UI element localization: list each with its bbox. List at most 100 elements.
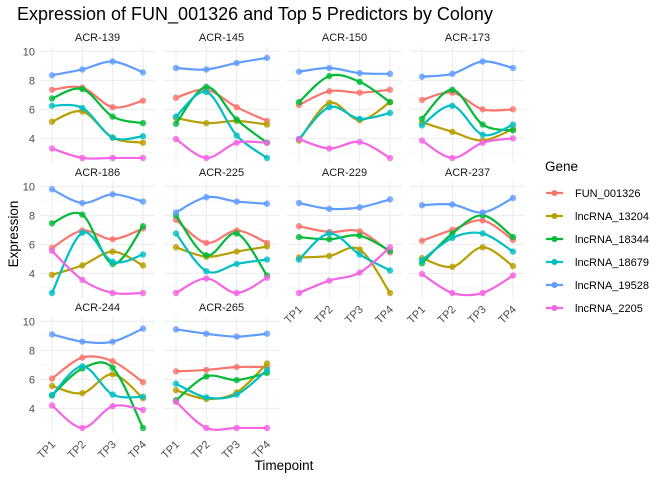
data-point <box>449 70 456 78</box>
data-point <box>79 276 86 284</box>
data-point <box>203 330 210 337</box>
data-point <box>139 406 147 413</box>
series-line-fun_001326 <box>175 218 268 245</box>
data-point <box>79 199 86 207</box>
data-point <box>449 263 456 271</box>
data-point <box>356 89 363 96</box>
data-point <box>79 389 86 397</box>
data-point <box>139 132 147 140</box>
data-point <box>479 106 486 113</box>
series-line-lncrna_18344 <box>298 73 391 104</box>
data-point <box>263 54 271 62</box>
data-point <box>109 58 116 65</box>
series-line-lncrna_18679 <box>175 232 268 274</box>
data-point <box>48 102 56 109</box>
series-line-fun_001326 <box>298 225 391 254</box>
series-line-fun_001326 <box>421 91 514 112</box>
legend-entry: FUN_001326 <box>546 188 640 200</box>
data-point <box>139 393 147 400</box>
series-line-lncrna_18679 <box>298 232 391 272</box>
data-point <box>356 251 363 258</box>
y-tick-label: 10 <box>23 46 35 58</box>
x-tick-label: TP4 <box>373 304 396 327</box>
data-point <box>263 243 271 250</box>
data-point <box>203 275 210 282</box>
data-point <box>295 223 303 230</box>
series-line-fun_001326 <box>51 227 144 249</box>
y-axis-title: Expression <box>6 201 21 268</box>
data-point <box>172 244 180 251</box>
series-line-lncrna_18679 <box>175 90 268 159</box>
data-point <box>449 86 456 93</box>
legend-entry: lncRNA_13204 <box>546 211 649 223</box>
data-point <box>48 145 56 152</box>
series-line-lncrna_18344 <box>175 85 268 144</box>
x-tick-label: TP4 <box>126 439 149 462</box>
data-point <box>109 134 116 141</box>
data-point <box>233 333 240 340</box>
data-point <box>386 244 394 251</box>
data-point <box>109 103 116 111</box>
data-point <box>386 267 394 274</box>
data-point <box>139 97 147 104</box>
data-point <box>172 387 180 394</box>
data-point <box>233 230 240 237</box>
data-point <box>449 102 456 109</box>
series-line-lncrna_19528 <box>175 56 268 71</box>
series-line-lncrna_19528 <box>51 60 144 77</box>
data-point <box>172 120 180 128</box>
series-line-lncrna_13204 <box>298 246 391 294</box>
data-point <box>418 96 426 104</box>
data-point <box>479 139 486 146</box>
legend-label: lncRNA_18679 <box>575 257 649 269</box>
series-line-lncrna_19528 <box>51 188 144 205</box>
data-point <box>79 66 86 73</box>
facet-label: ACR-139 <box>75 32 120 44</box>
data-point <box>139 325 147 332</box>
data-point <box>386 154 394 162</box>
data-point <box>233 139 240 146</box>
data-point <box>479 230 486 237</box>
data-point <box>509 121 517 128</box>
data-point <box>263 330 271 337</box>
data-point <box>295 135 303 143</box>
series-line-lncrna_13204 <box>421 121 514 142</box>
data-point <box>172 209 180 216</box>
facet-label: ACR-229 <box>322 167 367 179</box>
data-point <box>203 194 210 201</box>
facet-label: ACR-225 <box>199 167 244 179</box>
facet-label: ACR-186 <box>75 167 120 179</box>
facet-panel-acr-225: ACR-225 <box>164 167 279 298</box>
data-point <box>139 139 147 146</box>
series-line-fun_001326 <box>421 219 514 242</box>
data-point <box>79 85 86 93</box>
data-point <box>139 198 147 205</box>
data-point <box>48 289 56 297</box>
data-point <box>263 360 271 367</box>
data-point <box>263 139 271 146</box>
data-point <box>203 424 210 432</box>
y-tick-label: 8 <box>29 210 35 222</box>
data-point <box>356 69 363 77</box>
facet-panels: ACR-139 4 6 8 10 ACR-145 ACR-150 ACR-173 ACR-186… <box>23 32 525 461</box>
data-point <box>326 230 333 237</box>
data-point <box>233 132 240 139</box>
data-point <box>172 398 180 406</box>
data-point <box>48 118 56 125</box>
series-line-lncrna_18679 <box>51 365 144 399</box>
legend-key-point <box>551 305 558 311</box>
y-tick-label: 8 <box>29 75 35 87</box>
legend-key-point <box>551 213 558 219</box>
data-point <box>509 106 517 113</box>
data-point <box>263 121 271 128</box>
data-point <box>79 354 86 361</box>
data-point <box>233 391 240 398</box>
facet-label: ACR-173 <box>445 32 490 44</box>
series-line-lncrna_18344 <box>51 211 144 266</box>
data-point <box>295 289 303 297</box>
facet-panel-acr-173: ACR-173 <box>410 32 525 163</box>
data-point <box>172 113 180 120</box>
data-point <box>356 246 363 253</box>
data-point <box>326 145 333 152</box>
